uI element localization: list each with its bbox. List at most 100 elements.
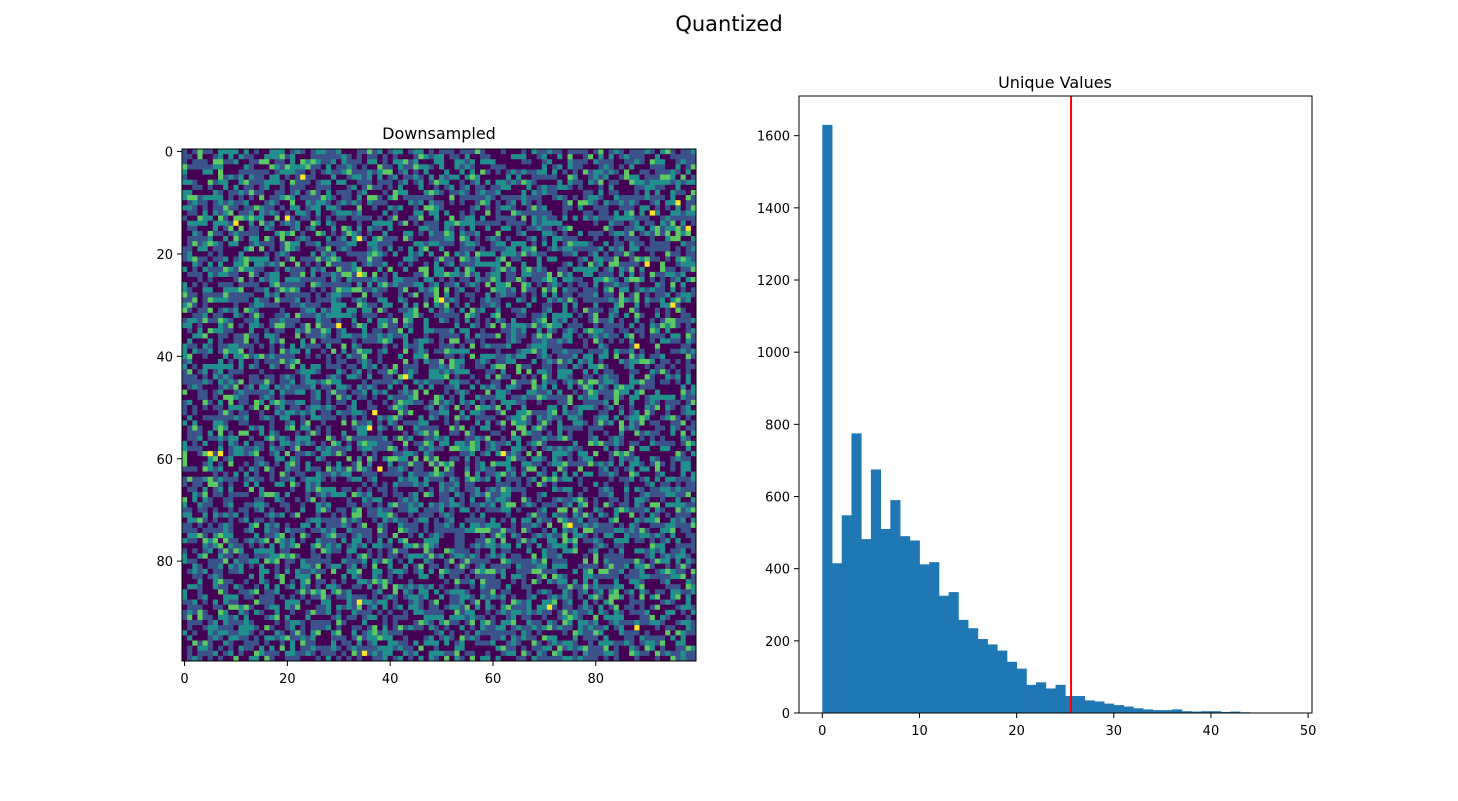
heatmap-cell xyxy=(413,384,419,390)
heatmap-cell xyxy=(654,200,661,206)
heatmap-cell xyxy=(346,277,352,283)
heatmap-cell xyxy=(490,164,496,170)
heatmap-cell xyxy=(562,297,568,303)
heatmap-cell xyxy=(526,246,532,252)
heatmap-cell xyxy=(577,149,584,155)
heatmap-cell xyxy=(464,215,471,222)
heatmap-cell xyxy=(274,287,281,293)
heatmap-cell xyxy=(341,174,347,181)
heatmap-cell xyxy=(449,246,455,252)
heatmap-cell xyxy=(644,215,651,222)
heatmap-cell xyxy=(428,297,435,303)
heatmap-cell xyxy=(588,246,594,252)
heatmap-cell xyxy=(228,200,234,206)
heatmap-cell xyxy=(325,210,332,216)
heatmap-cell xyxy=(367,358,373,365)
heatmap-cell xyxy=(665,297,671,303)
heatmap-cell xyxy=(248,302,255,309)
heatmap-cell xyxy=(572,154,579,160)
heatmap-cell xyxy=(454,328,460,334)
heatmap-cell xyxy=(582,220,589,227)
heatmap-cell xyxy=(562,389,568,396)
heatmap-cell xyxy=(233,333,239,339)
heatmap-cell xyxy=(557,317,563,324)
heatmap-cell xyxy=(464,343,471,350)
heatmap-cell xyxy=(223,312,229,319)
heatmap-cell xyxy=(577,317,584,324)
heatmap-cell xyxy=(408,251,414,257)
heatmap-cell xyxy=(356,169,363,175)
heatmap-cell xyxy=(526,282,532,288)
heatmap-cell xyxy=(418,389,424,396)
heatmap-cell xyxy=(572,282,579,288)
heatmap-cell xyxy=(202,348,209,355)
heatmap-cell xyxy=(510,241,517,247)
heatmap-cell xyxy=(485,333,491,339)
heatmap-cell xyxy=(233,200,239,206)
heatmap-cell xyxy=(387,338,394,344)
heatmap-cell xyxy=(397,236,404,242)
heatmap-cell xyxy=(603,179,609,186)
heatmap-cell xyxy=(212,317,219,324)
heatmap-cell xyxy=(588,333,594,339)
heatmap-cell xyxy=(264,189,270,196)
heatmap-cell xyxy=(582,241,589,247)
heatmap-cell xyxy=(274,307,281,314)
heatmap-cell xyxy=(531,174,538,181)
heatmap-cell xyxy=(428,282,435,288)
heatmap-cell xyxy=(500,154,507,160)
heatmap-cell xyxy=(577,261,584,268)
heatmap-cell xyxy=(346,364,352,370)
heatmap-cell xyxy=(228,220,234,227)
heatmap-cell xyxy=(217,343,224,350)
heatmap-cell xyxy=(546,399,553,406)
heatmap-cell xyxy=(202,241,209,247)
heatmap-cell xyxy=(670,149,676,155)
heatmap-cell xyxy=(259,261,265,268)
heatmap-cell xyxy=(315,384,322,390)
heatmap-cell xyxy=(444,369,450,375)
heatmap-cell xyxy=(521,195,527,201)
heatmap-cell xyxy=(408,236,414,242)
heatmap-cell xyxy=(408,364,414,370)
heatmap-cell xyxy=(582,333,589,339)
heatmap-cell xyxy=(433,184,440,191)
heatmap-cell xyxy=(582,353,589,360)
heatmap-cell xyxy=(439,195,445,201)
heatmap-cell xyxy=(665,333,671,339)
heatmap-cell xyxy=(531,154,538,160)
heatmap-cell xyxy=(212,205,219,211)
heatmap-cell xyxy=(187,297,193,303)
heatmap-cell xyxy=(331,154,337,160)
heatmap-cell xyxy=(444,394,450,401)
heatmap-cell xyxy=(490,399,496,406)
heatmap-cell xyxy=(217,282,224,288)
heatmap-cell xyxy=(264,384,270,390)
heatmap-cell xyxy=(629,317,635,324)
heatmap-cell xyxy=(428,179,435,186)
heatmap-cell xyxy=(202,271,209,278)
heatmap-cell xyxy=(351,323,358,329)
heatmap-cell xyxy=(238,369,245,375)
heatmap-cell xyxy=(474,205,481,211)
heatmap-cell xyxy=(454,189,460,196)
heatmap-cell xyxy=(531,343,538,350)
heatmap-cell xyxy=(289,343,296,350)
heatmap-cell xyxy=(269,169,275,175)
heatmap-cell xyxy=(439,317,445,324)
heatmap-cell xyxy=(449,282,455,288)
heatmap-cell xyxy=(279,184,286,191)
heatmap-cell xyxy=(459,328,466,334)
heatmap-cell xyxy=(449,215,455,222)
heatmap-cell xyxy=(361,338,368,344)
heatmap-cell xyxy=(377,338,383,344)
heatmap-cell xyxy=(505,394,512,401)
heatmap-cell xyxy=(557,189,563,196)
heatmap-cell xyxy=(217,189,224,196)
heatmap-cell xyxy=(557,358,563,365)
heatmap-cell xyxy=(608,159,615,165)
heatmap-cell xyxy=(300,292,306,298)
heatmap-cell xyxy=(557,179,563,186)
heatmap-cell xyxy=(192,312,198,319)
heatmap-cell xyxy=(516,246,522,252)
